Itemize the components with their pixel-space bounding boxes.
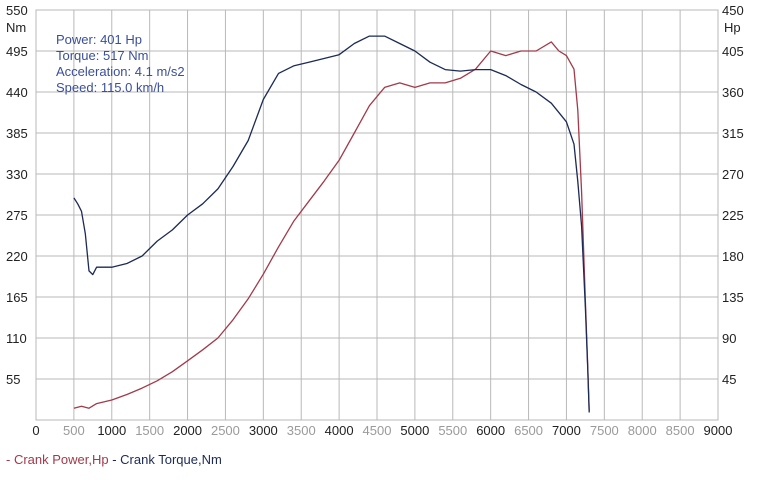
y-left-tick-label: 385 bbox=[6, 126, 28, 141]
chart-series bbox=[73, 35, 590, 413]
x-tick-label: 2000 bbox=[173, 423, 202, 438]
x-tick-label: 8500 bbox=[666, 423, 695, 438]
y-left-tick-label: 330 bbox=[6, 167, 28, 182]
y-right-tick-label: 225 bbox=[722, 208, 744, 223]
x-tick-label: 7500 bbox=[590, 423, 619, 438]
y-right-tick-label: 90 bbox=[722, 331, 736, 346]
x-tick-label: 6500 bbox=[514, 423, 543, 438]
y-left-tick-label: 55 bbox=[6, 372, 20, 387]
x-tick-label: 9000 bbox=[704, 423, 733, 438]
y-right-tick-label: 135 bbox=[722, 290, 744, 305]
y-left-tick-label: 165 bbox=[6, 290, 28, 305]
x-tick-label: 2500 bbox=[211, 423, 240, 438]
y-right-tick-label: 450 bbox=[722, 3, 744, 18]
y-right-tick-label: 405 bbox=[722, 44, 744, 59]
y-left-tick-label: 440 bbox=[6, 85, 28, 100]
axis-ticks: 0 500 1000 1500 2000 2500 3000 3500 4000 4500 5000… bbox=[6, 3, 744, 438]
torque-readout: Torque: 517 Nm bbox=[56, 48, 149, 63]
y-right-tick-label: 180 bbox=[722, 249, 744, 264]
crank-power-line bbox=[73, 41, 590, 411]
x-tick-label: 1000 bbox=[97, 423, 126, 438]
y-right-tick-label: 315 bbox=[722, 126, 744, 141]
speed-readout: Speed: 115.0 km/h bbox=[56, 80, 165, 95]
y-right-tick-label: 360 bbox=[722, 85, 744, 100]
x-tick-label: 3500 bbox=[287, 423, 316, 438]
y-right-tick-label: 45 bbox=[722, 372, 736, 387]
y-left-tick-label: 550 bbox=[6, 3, 28, 18]
x-tick-label: 7000 bbox=[552, 423, 581, 438]
x-tick-label: 1500 bbox=[135, 423, 164, 438]
x-tick-label: 4500 bbox=[363, 423, 392, 438]
x-tick-label: 0 bbox=[32, 423, 39, 438]
legend-crank-power: - Crank Power,Hp bbox=[6, 452, 109, 467]
y-left-tick-label: 275 bbox=[6, 208, 28, 223]
y-left-tick-label: 495 bbox=[6, 44, 28, 59]
x-tick-label: 4000 bbox=[325, 423, 354, 438]
x-tick-label: 3000 bbox=[249, 423, 278, 438]
chart-grid bbox=[35, 9, 719, 421]
y-left-tick-label: 110 bbox=[6, 331, 27, 346]
legend-crank-torque: - Crank Torque,Nm bbox=[112, 452, 222, 467]
run-summary: Power: 401 Hp Torque: 517 Nm Acceleratio… bbox=[56, 32, 185, 96]
y-right-tick-label: 270 bbox=[722, 167, 744, 182]
crank-torque-line bbox=[73, 35, 590, 413]
acceleration-readout: Acceleration: 4.1 m/s2 bbox=[56, 64, 185, 79]
chart-legend: - Crank Power,Hp - Crank Torque,Nm bbox=[6, 452, 222, 467]
x-tick-label: 500 bbox=[63, 423, 85, 438]
x-tick-label: 5500 bbox=[438, 423, 467, 438]
y-right-unit: Hp bbox=[724, 20, 741, 35]
x-tick-label: 6000 bbox=[476, 423, 505, 438]
power-readout: Power: 401 Hp bbox=[56, 32, 142, 47]
y-left-tick-label: 220 bbox=[6, 249, 28, 264]
y-left-unit: Nm bbox=[6, 20, 26, 35]
x-tick-label: 5000 bbox=[400, 423, 429, 438]
x-tick-label: 8000 bbox=[628, 423, 657, 438]
